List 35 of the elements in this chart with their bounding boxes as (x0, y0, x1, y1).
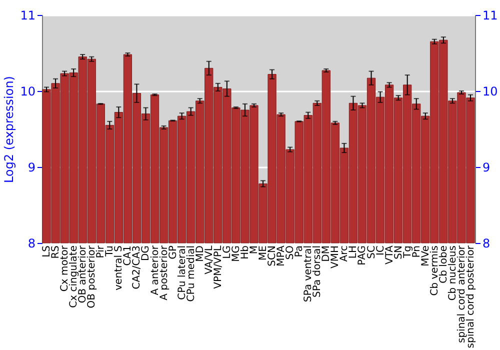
x-tick-label: M (248, 246, 260, 254)
y2-tick-label: 10 (482, 84, 498, 98)
x-tick-label: Pa (294, 246, 306, 258)
x-tick-label: LG (222, 246, 233, 259)
x-tick-label: Pn (411, 246, 422, 258)
x-tick-label: SN (393, 246, 404, 260)
x-tick-label: DG (140, 246, 152, 261)
x-tick-label: Cb lobe (438, 246, 450, 284)
x-tick-label: A anterior (150, 244, 161, 296)
x-tick-label: VTA (384, 245, 396, 265)
x-tick-label: Hb (240, 246, 251, 260)
x-tick-label: RS (50, 246, 62, 259)
y-tick-label: 10 (20, 84, 36, 98)
y-axis-title: Log2 (expression) (2, 76, 16, 183)
x-tick-label: PAG (357, 246, 368, 266)
y-tick-label: 9 (28, 160, 36, 174)
x-tick-label: OB posterior (86, 244, 98, 308)
y2-tick-label: 8 (482, 236, 490, 250)
x-tick-label: A posterior (158, 244, 170, 300)
y-tick-label: 11 (20, 8, 36, 22)
x-tick-label: spinal cord posterior (465, 244, 476, 348)
y2-tick-label: 9 (482, 160, 490, 174)
x-tick-label: VPM/VPL (212, 245, 224, 289)
x-tick-label: spinal cord anterior (456, 244, 468, 343)
x-tick-label: Tg (402, 246, 414, 259)
x-tick-label: IC (375, 245, 386, 256)
x-tick-label: MVe (420, 246, 432, 266)
y2-tick-label: 11 (482, 8, 498, 22)
x-tick-label: GP (168, 246, 179, 260)
x-tick-label: CPu medial (186, 246, 197, 302)
x-tick-label: VA/VL (204, 245, 215, 274)
x-tick-label: MD (194, 245, 206, 262)
x-tick-label: SC (366, 245, 378, 259)
y-tick-label: 8 (28, 236, 36, 250)
x-tick-label: Cb nucleus (447, 246, 458, 301)
